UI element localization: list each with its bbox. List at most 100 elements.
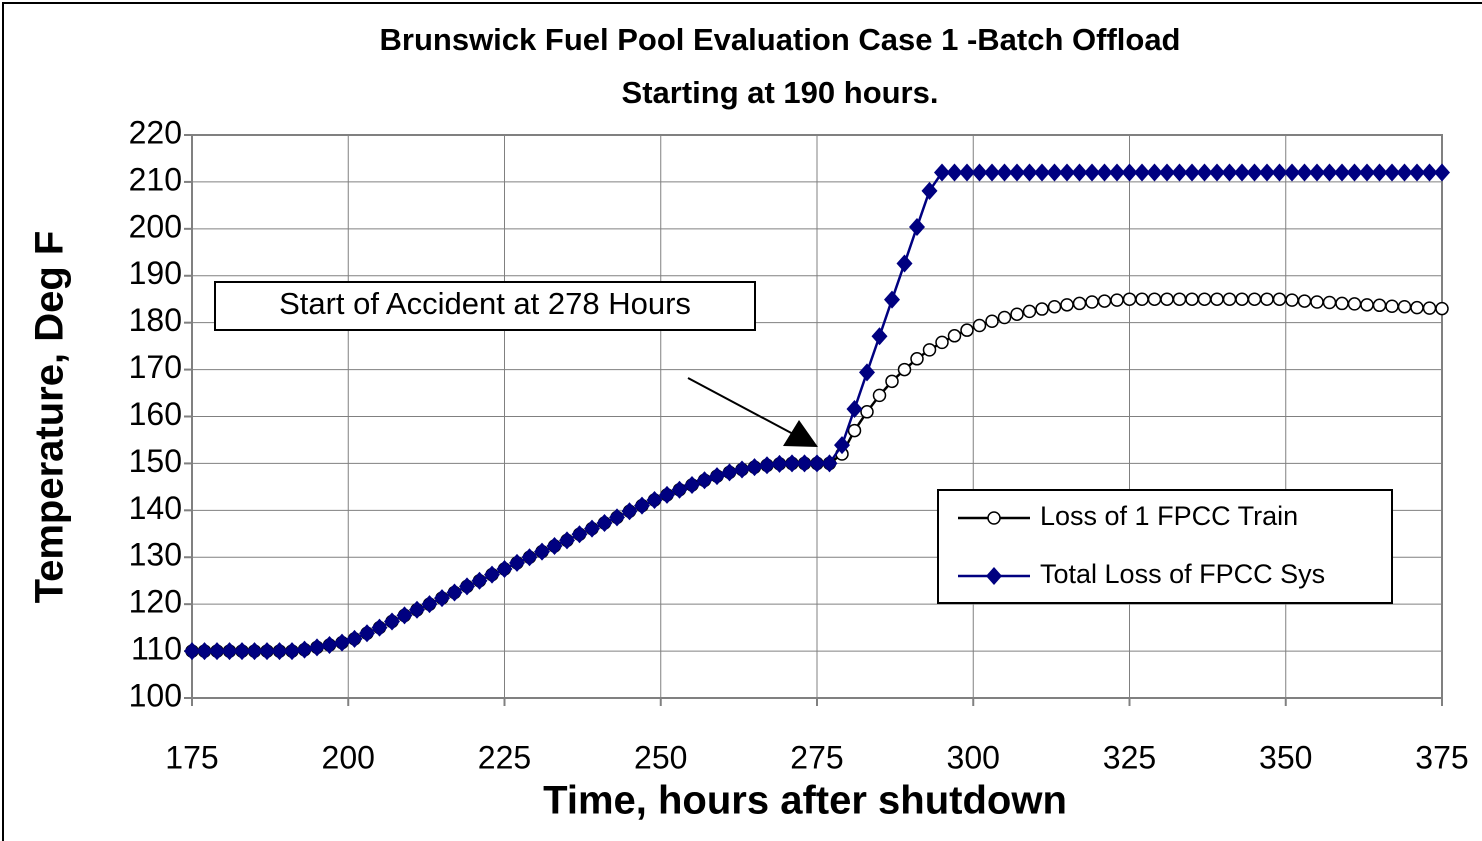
x-tick-label: 275 bbox=[790, 739, 843, 775]
data-point bbox=[896, 254, 913, 273]
data-point bbox=[484, 565, 500, 584]
data-point bbox=[1172, 292, 1187, 306]
data-point bbox=[1422, 301, 1437, 315]
data-point bbox=[1034, 163, 1050, 182]
data-point bbox=[271, 642, 288, 661]
x-tick-label: 300 bbox=[947, 739, 1000, 775]
ticks: 100 110 120 130 140 150 160 170 180 190 200 210 220 1… bbox=[129, 114, 1469, 775]
data-point bbox=[1021, 163, 1038, 182]
data-point bbox=[246, 642, 263, 661]
data-point bbox=[1046, 163, 1063, 182]
data-point bbox=[1272, 292, 1287, 306]
data-point bbox=[1197, 292, 1212, 306]
data-point bbox=[1371, 163, 1388, 182]
legend: Loss of 1 FPCC Train Total Loss of FPCC S… bbox=[937, 489, 1393, 604]
data-point bbox=[421, 595, 438, 614]
data-point bbox=[871, 327, 888, 346]
lines bbox=[184, 163, 1450, 661]
data-point bbox=[1334, 163, 1350, 182]
data-point bbox=[1309, 163, 1325, 182]
data-point bbox=[1059, 163, 1075, 182]
data-point bbox=[1322, 295, 1337, 310]
y-tick-label: 180 bbox=[129, 302, 182, 338]
y-tick-label: 130 bbox=[129, 537, 182, 573]
data-point bbox=[921, 181, 938, 200]
data-point bbox=[1022, 304, 1037, 319]
data-point bbox=[859, 363, 875, 382]
data-point bbox=[1047, 299, 1062, 314]
data-point bbox=[971, 163, 988, 182]
data-point bbox=[1184, 163, 1200, 182]
data-point bbox=[972, 318, 987, 333]
data-point bbox=[1210, 292, 1224, 306]
annotation-arrow bbox=[687, 377, 796, 436]
data-point bbox=[196, 642, 213, 661]
data-point bbox=[1397, 299, 1412, 314]
data-point bbox=[1135, 292, 1149, 306]
legend-marker bbox=[987, 511, 1001, 525]
y-tick-label: 160 bbox=[129, 396, 182, 432]
data-point bbox=[1134, 163, 1150, 182]
data-point bbox=[985, 314, 999, 329]
data-point bbox=[1235, 292, 1249, 306]
data-point bbox=[1335, 296, 1349, 311]
data-point bbox=[1310, 295, 1324, 309]
annotation-box bbox=[214, 281, 756, 331]
data-point bbox=[1084, 163, 1100, 182]
data-point bbox=[746, 458, 763, 477]
data-point bbox=[334, 633, 350, 652]
annotation: Start of Accident at 278 Hours bbox=[214, 281, 818, 447]
data-point bbox=[284, 642, 300, 661]
data-point bbox=[1147, 292, 1162, 306]
data-point bbox=[521, 548, 538, 567]
data-point bbox=[1159, 163, 1175, 182]
data-point bbox=[1234, 163, 1250, 182]
data-point bbox=[509, 553, 525, 572]
data-point bbox=[734, 460, 750, 479]
data-point bbox=[1122, 292, 1137, 306]
legend-label: Total Loss of FPCC Sys bbox=[1040, 559, 1325, 589]
data-point bbox=[834, 436, 850, 455]
data-point bbox=[909, 217, 925, 236]
annotation-arrowhead bbox=[783, 420, 818, 447]
data-point bbox=[671, 480, 688, 499]
data-point bbox=[234, 642, 250, 661]
x-tick-label: 375 bbox=[1415, 739, 1468, 775]
data-point bbox=[934, 163, 950, 182]
data-point bbox=[721, 463, 738, 482]
x-tick-label: 200 bbox=[322, 739, 375, 775]
data-point bbox=[809, 454, 825, 473]
data-point bbox=[446, 583, 463, 602]
y-tick-label: 220 bbox=[129, 114, 182, 150]
data-point bbox=[759, 456, 775, 475]
data-point bbox=[1010, 307, 1024, 321]
y-tick-label: 170 bbox=[129, 349, 182, 385]
data-point bbox=[997, 310, 1012, 325]
data-point bbox=[1271, 163, 1288, 182]
data-point bbox=[1384, 163, 1400, 182]
y-tick-label: 210 bbox=[129, 161, 182, 197]
data-point bbox=[872, 388, 887, 403]
annotation-text: Start of Accident at 278 Hours bbox=[279, 286, 691, 321]
data-point bbox=[1146, 163, 1163, 182]
data-point bbox=[1346, 163, 1363, 182]
data-point bbox=[496, 559, 513, 578]
legend-marker bbox=[986, 567, 1002, 585]
data-point bbox=[1185, 292, 1199, 306]
data-point bbox=[847, 423, 862, 438]
data-point bbox=[1259, 163, 1275, 182]
data-point bbox=[1221, 163, 1238, 182]
data-point bbox=[409, 600, 425, 619]
data-point bbox=[1297, 294, 1312, 308]
data-point bbox=[646, 491, 663, 510]
data-point bbox=[846, 399, 863, 418]
data-point bbox=[434, 589, 450, 608]
data-point bbox=[1435, 301, 1449, 316]
data-point bbox=[609, 508, 625, 527]
data-point bbox=[684, 475, 700, 494]
data-point bbox=[396, 606, 413, 625]
data-point bbox=[634, 496, 650, 515]
data-point bbox=[1121, 163, 1138, 182]
data-point bbox=[559, 531, 575, 550]
data-point bbox=[1096, 163, 1113, 182]
